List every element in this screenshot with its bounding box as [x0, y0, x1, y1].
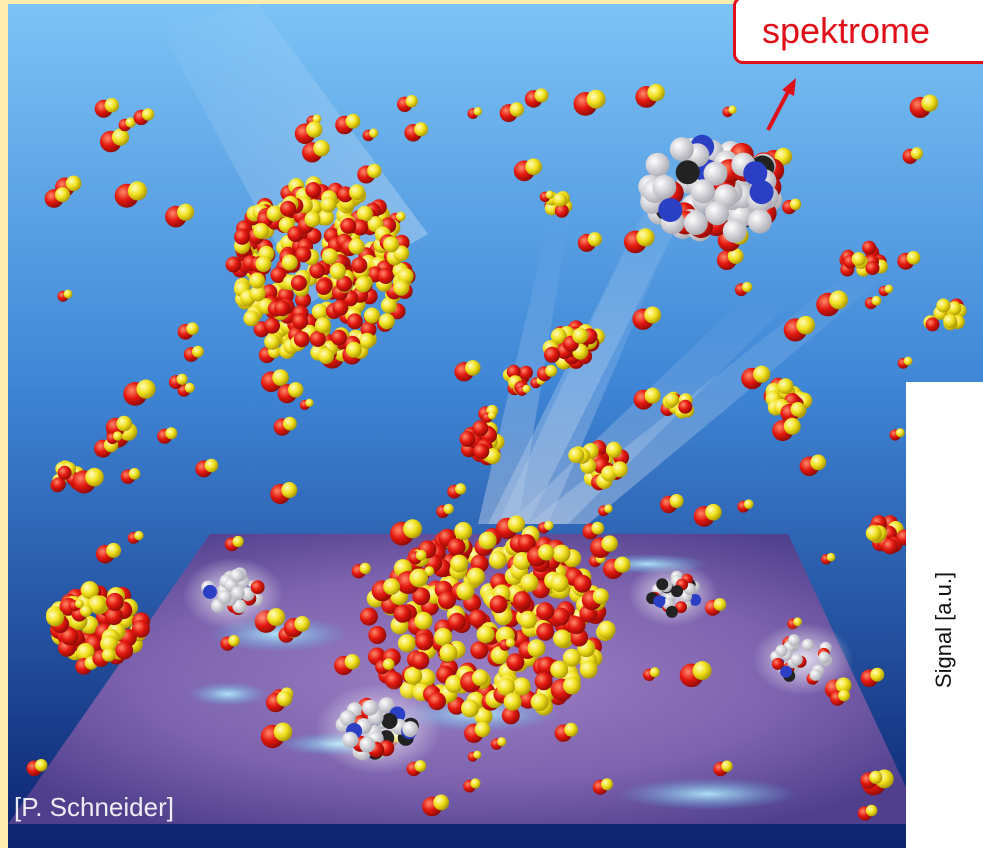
arrow-icon — [766, 78, 796, 131]
spectrum-panel — [906, 382, 983, 848]
image-credit: [P. Schneider] — [14, 792, 174, 822]
projectile-cluster — [225, 176, 416, 364]
sputtering-illustration — [8, 4, 983, 848]
signal-axis-label: Signal [a.u.] — [931, 571, 956, 689]
spectrometer-callout-label: spektrome — [762, 10, 931, 51]
spectrometer-callout-box — [733, 0, 983, 64]
scene-graphic — [8, 4, 983, 848]
organic-molecules — [182, 134, 854, 775]
